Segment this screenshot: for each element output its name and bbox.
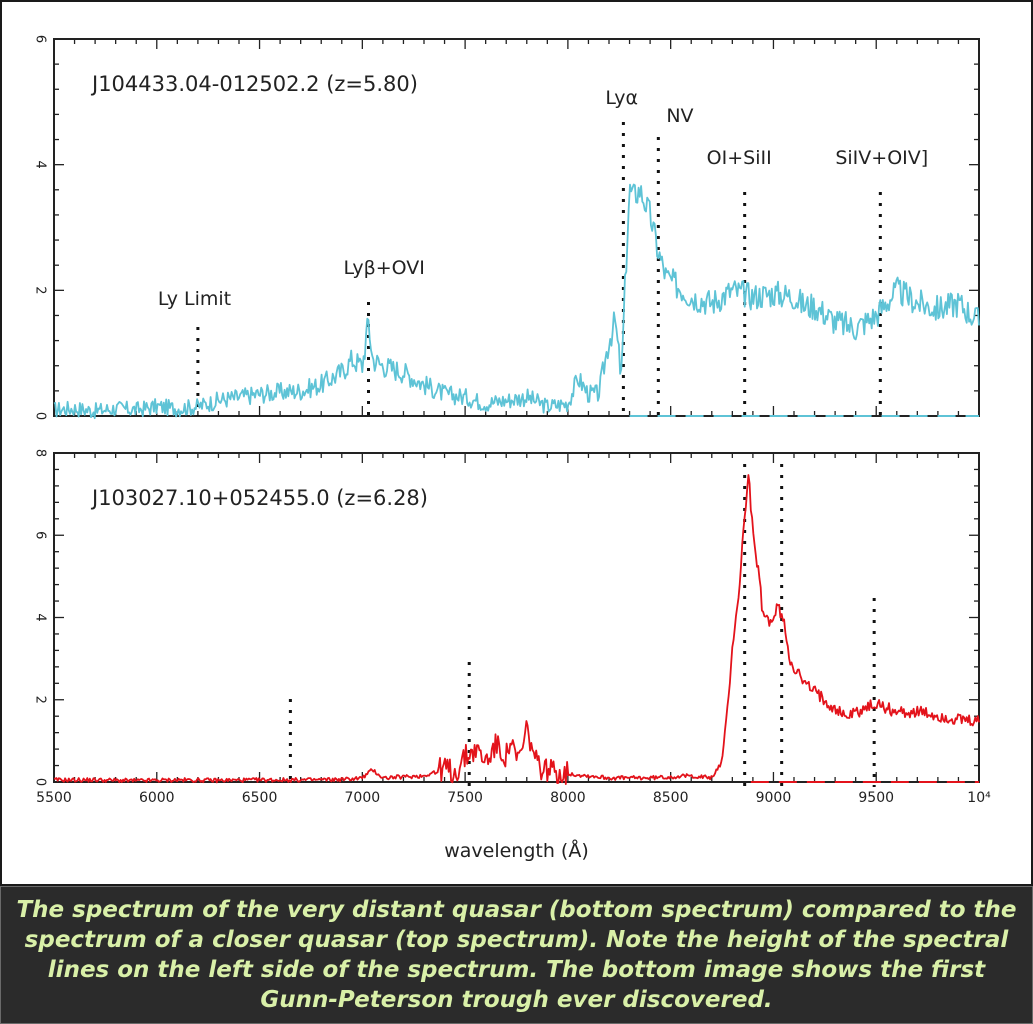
x-tick-label: 9000 xyxy=(756,790,792,806)
panel-title: J104433.04-012502.2 (z=5.80) xyxy=(90,72,418,96)
x-tick-label: 6500 xyxy=(242,790,278,806)
line-marker-label: NV xyxy=(666,105,693,127)
x-axis-label: wavelength (Å) xyxy=(444,839,589,862)
x-tick-label: 8000 xyxy=(550,790,586,806)
line-marker-label: Lyβ+OVI xyxy=(344,257,425,279)
plot-frame-1 xyxy=(53,38,980,417)
spectrum-line xyxy=(53,183,980,420)
x-tick-label: 10⁴ xyxy=(967,790,991,806)
y-tick-label: 2 xyxy=(33,696,48,704)
y-tick-label: 0 xyxy=(33,778,48,786)
x-tick-label: 8500 xyxy=(653,790,689,806)
y-tick-label: 4 xyxy=(33,161,48,169)
spectrum-line xyxy=(53,474,980,785)
x-tick-label: 9500 xyxy=(858,790,894,806)
line-marker-label: Lyα xyxy=(605,87,638,109)
x-tick-label: 5500 xyxy=(36,790,72,806)
x-tick-label: 6000 xyxy=(139,790,175,806)
panel-title: J103027.10+052455.0 (z=6.28) xyxy=(90,486,428,510)
y-tick-label: 6 xyxy=(33,531,48,539)
line-marker-label: Ly Limit xyxy=(158,288,231,310)
y-tick-label: 4 xyxy=(33,613,48,621)
y-tick-label: 2 xyxy=(33,286,48,294)
caption-box: The spectrum of the very distant quasar … xyxy=(0,886,1033,1024)
caption: The spectrum of the very distant quasar … xyxy=(16,897,1017,1013)
line-marker-label: OI+SiII xyxy=(707,147,772,169)
spectra-chart: 0 2 4 6 J104433.04-012502.2 (z=5.80) Ly Limit… xyxy=(33,35,992,862)
y-tick-label: 8 xyxy=(33,449,48,457)
x-tick-label: 7000 xyxy=(345,790,381,806)
line-marker-label: SiIV+OIV] xyxy=(835,147,928,169)
figure-panel: 0 2 4 6 J104433.04-012502.2 (z=5.80) Ly Limit… xyxy=(2,2,1031,884)
y-tick-label: 6 xyxy=(33,35,48,43)
x-tick-label: 7500 xyxy=(447,790,483,806)
y-tick-label: 0 xyxy=(33,412,48,420)
